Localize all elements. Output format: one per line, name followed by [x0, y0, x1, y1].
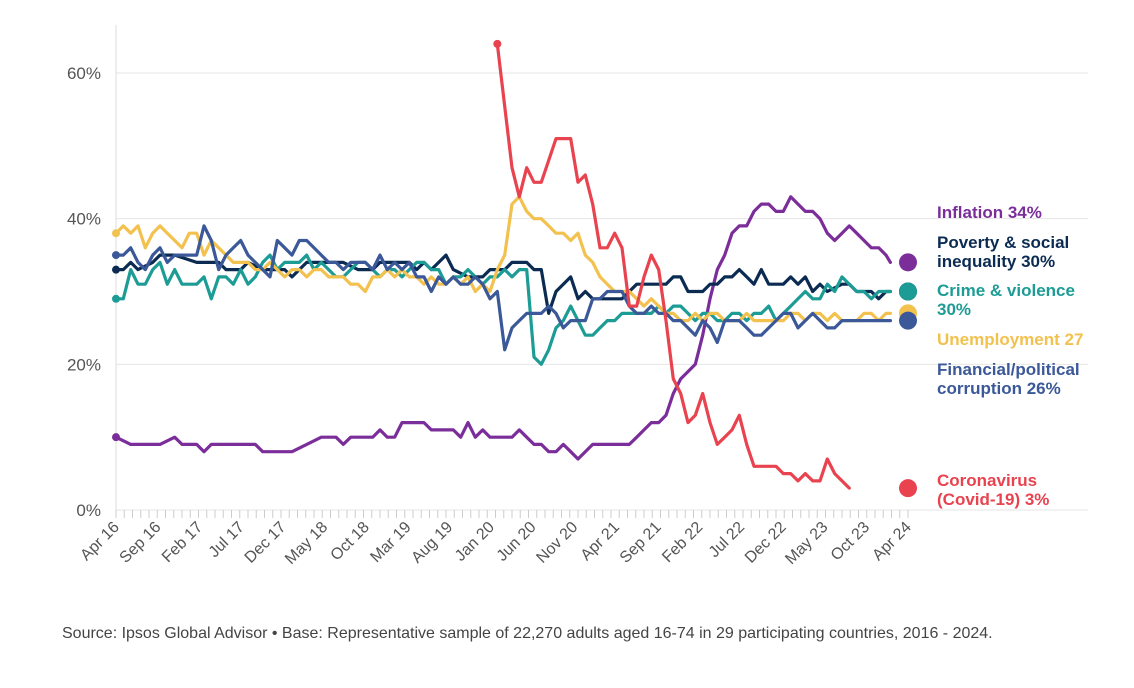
x-tick-label: Sep 16 — [117, 519, 165, 567]
x-tick-label: Apr 24 — [869, 519, 914, 564]
start-point-crime-violence — [112, 294, 120, 303]
series-line-financial-political-corruption — [114, 224, 893, 352]
x-tick-label: Apr 21 — [578, 519, 623, 564]
x-tick-label: Jun 20 — [494, 519, 540, 565]
legend-label-financial-political-corruption: Financial/political — [937, 360, 1080, 379]
series-line-inflation — [114, 195, 893, 461]
y-tick-label: 60% — [67, 64, 101, 83]
y-tick-label: 0% — [76, 501, 101, 520]
x-tick-label: Feb 17 — [159, 519, 206, 566]
legend-label-crime-violence: Crime & violence — [937, 281, 1075, 300]
source-note: Source: Ipsos Global Advisor • Base: Rep… — [62, 625, 993, 642]
x-tick-label: Sep 21 — [617, 519, 665, 567]
end-point-coronavirus-covid-19 — [899, 479, 917, 498]
legend-label-inflation: Inflation 34% — [937, 203, 1042, 222]
end-point-financial-political-corruption — [899, 311, 917, 330]
x-tick-label: May 23 — [782, 519, 831, 568]
x-tick-label: Dec 22 — [742, 519, 790, 567]
legend-label-financial-political-corruption: corruption 26% — [937, 379, 1061, 398]
x-tick-label: Feb 22 — [659, 519, 706, 566]
y-tick-label: 40% — [67, 210, 101, 229]
start-point-inflation — [112, 433, 120, 442]
series-line-crime-violence — [114, 253, 893, 366]
start-point-financial-political-corruption — [112, 251, 120, 260]
x-tick-label: Aug 19 — [408, 519, 456, 567]
legend-label-poverty-social-inequality: inequality 30% — [937, 252, 1055, 271]
end-point-inflation — [899, 253, 917, 272]
series-line-poverty-social-inequality — [114, 253, 893, 315]
legend-label-unemployment: Unemployment 27 — [937, 330, 1083, 349]
start-point-poverty-social-inequality — [112, 265, 120, 274]
x-tick-label: Apr 16 — [77, 519, 122, 564]
series-line-unemployment — [114, 195, 893, 323]
legend-label-crime-violence: 30% — [937, 300, 971, 319]
x-tick-label: Oct 23 — [828, 519, 873, 564]
series-line-coronavirus-covid-19 — [495, 42, 851, 490]
y-tick-label: 20% — [67, 355, 101, 374]
x-tick-label: Jan 20 — [452, 519, 498, 565]
x-tick-label: Dec 17 — [242, 519, 290, 567]
end-point-crime-violence — [899, 282, 917, 301]
x-tick-label: Mar 19 — [367, 519, 414, 566]
series-lines — [114, 42, 893, 490]
series-markers — [112, 39, 917, 498]
legend-label-poverty-social-inequality: Poverty & social — [937, 233, 1069, 252]
x-tick-label: May 18 — [282, 519, 331, 568]
start-point-coronavirus-covid-19 — [493, 39, 502, 48]
legend: Inflation 34% Poverty & socialinequality … — [937, 203, 1083, 509]
legend-label-coronavirus-covid-19: (Covid-19) 3% — [937, 490, 1049, 509]
x-tick-label: Oct 18 — [328, 519, 373, 564]
y-axis: 0% 20% 40% 60% — [67, 64, 101, 520]
x-tick-label: Nov 20 — [533, 519, 581, 567]
legend-label-coronavirus-covid-19: Coronavirus — [937, 471, 1037, 490]
start-point-unemployment — [112, 229, 120, 238]
